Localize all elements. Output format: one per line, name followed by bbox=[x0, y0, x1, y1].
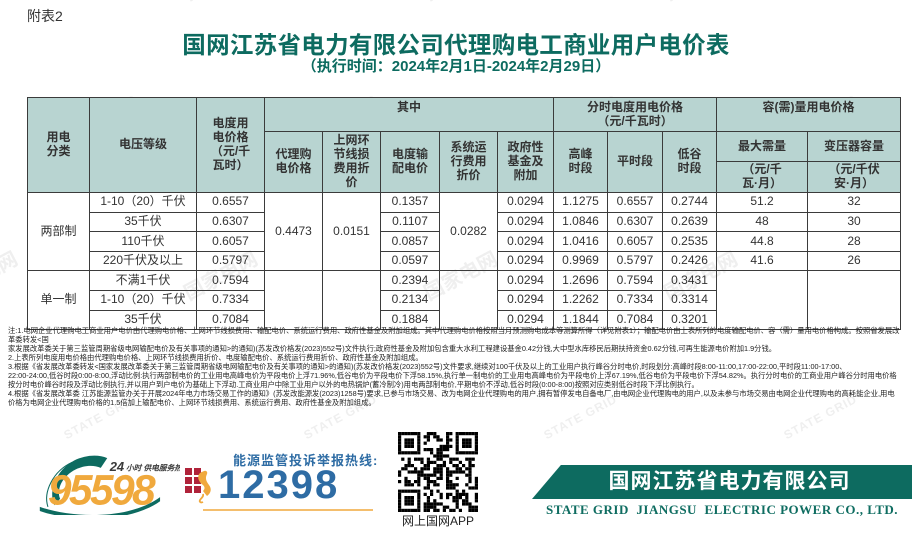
svg-text:95598: 95598 bbox=[48, 466, 156, 513]
